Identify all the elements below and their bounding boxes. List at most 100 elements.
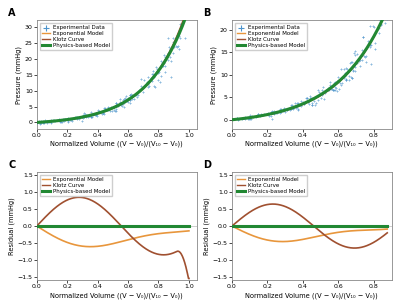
Point <box>282 109 289 114</box>
Point <box>149 72 156 77</box>
Point <box>361 53 367 58</box>
Point <box>125 95 132 100</box>
Point <box>175 33 182 38</box>
Point <box>150 72 156 77</box>
Point <box>125 96 132 101</box>
Point <box>359 52 366 57</box>
Point <box>154 67 160 72</box>
Point <box>140 89 146 94</box>
Point <box>41 120 48 125</box>
Point <box>346 74 352 79</box>
Point <box>40 120 46 125</box>
Point <box>129 92 136 97</box>
Point <box>318 95 324 100</box>
Point <box>155 69 162 74</box>
Point <box>59 118 66 123</box>
Point <box>277 107 283 111</box>
Point <box>268 113 274 118</box>
Point <box>176 46 182 51</box>
Point <box>48 119 54 124</box>
Point <box>230 117 236 122</box>
Point <box>288 105 294 110</box>
Point <box>288 102 294 107</box>
Point <box>100 110 106 115</box>
Point <box>260 112 267 117</box>
Point <box>315 87 322 92</box>
Point <box>380 7 386 12</box>
Point <box>271 110 277 115</box>
Point <box>315 98 322 103</box>
Point <box>69 119 75 123</box>
Point <box>104 104 111 109</box>
Point <box>126 93 133 98</box>
Point <box>111 107 117 112</box>
Point <box>44 119 51 124</box>
Point <box>269 109 275 114</box>
Point <box>104 108 110 113</box>
Point <box>48 119 54 124</box>
Point <box>288 106 295 111</box>
Point <box>80 114 86 119</box>
Point <box>340 67 347 72</box>
Point <box>123 98 130 103</box>
Point <box>344 66 350 71</box>
Point <box>253 115 259 119</box>
Point <box>247 117 253 122</box>
Point <box>116 97 123 102</box>
Point <box>171 45 177 50</box>
Point <box>100 111 107 115</box>
Point <box>277 111 284 115</box>
Point <box>349 64 356 69</box>
Y-axis label: Pressure (mmHg): Pressure (mmHg) <box>16 46 22 104</box>
Point <box>59 120 66 125</box>
Point <box>380 0 386 3</box>
Point <box>134 93 141 98</box>
Point <box>86 112 93 117</box>
Point <box>129 96 135 101</box>
Point <box>172 44 179 49</box>
Point <box>89 114 96 119</box>
Point <box>134 95 140 99</box>
Point <box>360 34 366 39</box>
Point <box>37 120 43 125</box>
Point <box>308 103 315 108</box>
Point <box>168 58 174 63</box>
Point <box>341 76 347 80</box>
Point <box>113 106 120 111</box>
Point <box>360 35 366 40</box>
Point <box>254 111 261 116</box>
Point <box>278 109 284 114</box>
Point <box>155 70 161 75</box>
Point <box>327 80 333 85</box>
Point <box>239 117 246 122</box>
Point <box>58 119 65 124</box>
Point <box>177 22 183 27</box>
Point <box>144 81 150 86</box>
Point <box>352 64 358 69</box>
Point <box>272 109 278 114</box>
Point <box>286 105 293 110</box>
Point <box>123 98 129 103</box>
Point <box>367 23 374 28</box>
Point <box>327 82 333 87</box>
Point <box>74 115 80 120</box>
Point <box>161 53 167 58</box>
Point <box>338 83 344 87</box>
Point <box>376 26 382 31</box>
Point <box>44 120 50 125</box>
Point <box>321 96 327 101</box>
Point <box>363 59 370 64</box>
Point <box>144 79 150 84</box>
Point <box>170 51 176 56</box>
Point <box>102 107 108 112</box>
Point <box>72 115 79 120</box>
Point <box>343 76 349 81</box>
Point <box>57 118 63 122</box>
Point <box>301 100 308 105</box>
Point <box>280 106 287 111</box>
Point <box>234 115 241 120</box>
Point <box>121 96 127 101</box>
Point <box>235 118 242 122</box>
Text: A: A <box>8 8 16 18</box>
Point <box>165 51 171 56</box>
